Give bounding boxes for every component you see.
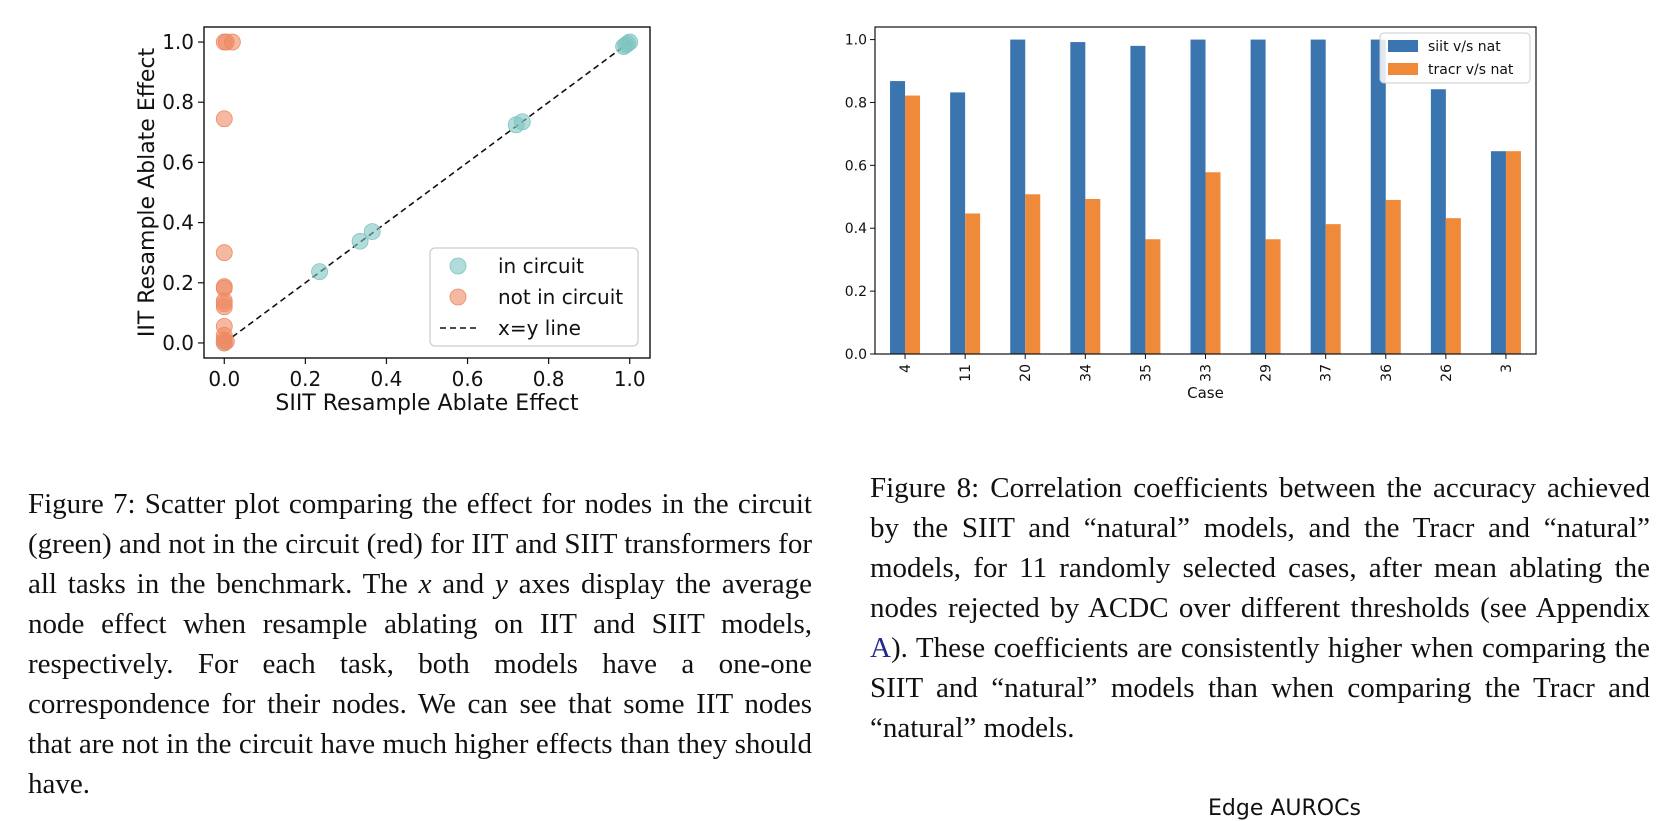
scatter-plot-svg: 0.0 0.2 0.4 0.6 0.8 1.0 0.0 0.2 0.4 0.6 0.8 1.0 SIIT… <box>135 26 651 416</box>
y-tick-label: 0.6 <box>162 150 194 174</box>
y-tick-label: 0.2 <box>162 271 194 295</box>
x-tick-label: 29 <box>1259 364 1275 382</box>
y-tick-label: 0.8 <box>162 90 194 114</box>
x-tick-label: 4 <box>898 364 914 373</box>
figure-7-caption-text-b: and <box>431 568 495 600</box>
figure-7-caption-text-a: Scatter plot comparing the effect for no… <box>28 488 812 600</box>
y-tick-label: 1.0 <box>162 30 194 54</box>
legend-label: in circuit <box>498 254 584 278</box>
y-tick-label: 0.6 <box>845 158 867 174</box>
legend-label: not in circuit <box>498 285 623 309</box>
figure-8-bar-chart: 4 11 20 34 35 33 29 37 36 26 3 0.0 0.2 0.4 0.6 0.8 1.0 Ca… <box>814 0 1672 440</box>
in-circuit-point <box>513 113 531 131</box>
next-figure-title: Edge AUROCs <box>1208 796 1361 821</box>
x-tick-label: 37 <box>1319 364 1335 382</box>
x-tick-label: 0.6 <box>452 367 484 391</box>
siit-bar <box>1010 39 1026 354</box>
y-axis-label: IIT Resample Ablate Effect <box>135 47 160 337</box>
x-tick-label: 3 <box>1499 364 1515 373</box>
x-axis-label: Case <box>1187 384 1224 402</box>
siit-bar <box>890 81 906 354</box>
x-tick-label: 0.4 <box>371 367 403 391</box>
figure-7-scatter-chart: 0.0 0.2 0.4 0.6 0.8 1.0 0.0 0.2 0.4 0.6 0.8 1.0 SIIT… <box>0 0 820 460</box>
y-tick-label: 0.4 <box>162 211 194 235</box>
tracr-bar <box>1025 194 1041 354</box>
plot-frame <box>874 26 1537 355</box>
x-tick-label: 26 <box>1439 364 1455 382</box>
legend-swatch <box>1388 40 1418 52</box>
legend-box <box>429 247 639 347</box>
in-circuit-point <box>311 263 328 281</box>
x-tick-label: 1.0 <box>614 367 646 391</box>
y-tick-label: 1.0 <box>845 33 867 49</box>
tracr-bar <box>1145 239 1161 354</box>
legend-label: tracr v/s nat <box>1428 62 1514 78</box>
tracr-bar <box>905 95 921 355</box>
siit-bar <box>1190 39 1206 354</box>
siit-bar <box>1310 39 1326 354</box>
figure-8-caption-text-a: Correlation coefficients between the acc… <box>870 472 1650 624</box>
x-tick-label: 0.8 <box>533 367 565 391</box>
tracr-bar <box>1265 239 1281 354</box>
not-in-circuit-point <box>217 333 235 350</box>
x-tick-label: 11 <box>958 364 974 382</box>
y-tick-label: 0.2 <box>845 284 867 300</box>
in-circuit-point <box>351 232 369 250</box>
in-circuit-point <box>363 223 381 241</box>
figure-8-caption: Figure 8: Correlation coefficients betwe… <box>870 468 1650 748</box>
figure-7-caption: Figure 7: Scatter plot comparing the eff… <box>28 484 812 804</box>
x-tick-label: 0.0 <box>208 367 240 391</box>
in-circuit-point <box>615 38 633 55</box>
tracr-bar <box>1385 199 1401 354</box>
legend-label: x=y line <box>498 316 581 340</box>
y-tick-label: 0.0 <box>162 331 194 355</box>
y-tick-label: 0.4 <box>845 221 867 237</box>
figure-7-label: Figure 7: <box>28 488 136 520</box>
legend-label: siit v/s nat <box>1428 39 1501 55</box>
y-tick-label: 0.8 <box>845 95 867 111</box>
siit-bar <box>1370 39 1386 354</box>
figure-8-label: Figure 8: <box>870 472 980 504</box>
x-tick-label: 36 <box>1379 364 1395 382</box>
x-tick-label: 34 <box>1078 364 1094 382</box>
siit-bar <box>950 92 966 355</box>
siit-bar <box>1490 151 1506 354</box>
siit-bar <box>1070 42 1086 354</box>
legend-marker <box>449 288 467 306</box>
x-equals-y-line <box>223 41 631 344</box>
tracr-bar <box>965 213 981 354</box>
figure-8-caption-text-b: ). These coefficients are consistently h… <box>870 632 1650 744</box>
siit-bar <box>1130 45 1146 354</box>
x-tick-label: 35 <box>1138 364 1154 382</box>
not-in-circuit-point <box>215 244 233 262</box>
figure-7-caption-text-c: axes display the average node effect whe… <box>28 568 813 800</box>
appendix-link[interactable]: A <box>870 632 891 664</box>
siit-bar <box>1250 39 1266 354</box>
not-in-circuit-point <box>223 33 241 51</box>
tracr-bar <box>1205 172 1221 354</box>
tracr-bar <box>1505 151 1521 354</box>
bar-chart-svg: 4 11 20 34 35 33 29 37 36 26 3 0.0 0.2 0.4 0.6 0.8 1.0 Ca… <box>814 26 1537 402</box>
siit-bar <box>1430 89 1446 354</box>
not-in-circuit-point <box>215 298 233 316</box>
x-axis-label: SIIT Resample Ablate Effect <box>275 391 579 416</box>
y-variable: y <box>494 568 508 600</box>
x-tick-label: 0.2 <box>289 367 321 391</box>
not-in-circuit-point <box>215 110 233 128</box>
legend-swatch <box>1388 63 1418 75</box>
y-tick-label: 0.0 <box>845 347 867 363</box>
tracr-bar <box>1325 224 1341 354</box>
legend-marker <box>449 257 467 275</box>
tracr-bar <box>1085 198 1101 354</box>
tracr-bar <box>1445 218 1461 354</box>
x-tick-label: 20 <box>1018 364 1034 382</box>
plot-frame <box>203 26 651 359</box>
x-variable: x <box>418 568 432 600</box>
x-tick-label: 33 <box>1199 364 1215 382</box>
